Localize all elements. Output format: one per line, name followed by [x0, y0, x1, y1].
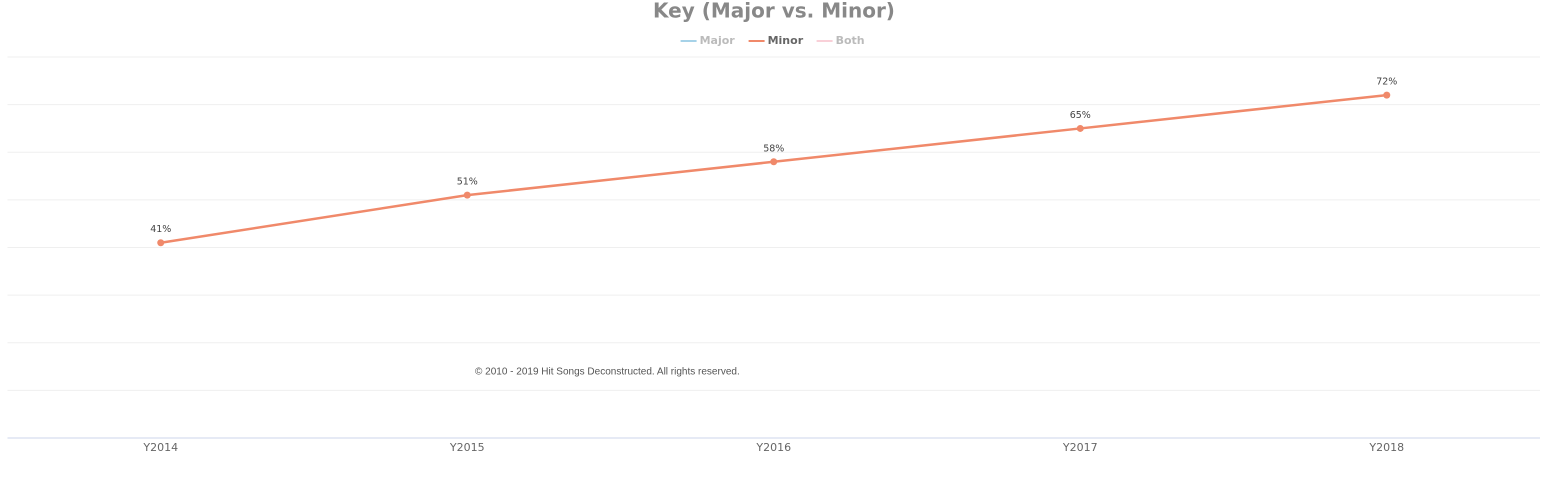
data-label: 65% [1070, 110, 1091, 121]
legend-label[interactable]: Major [700, 34, 736, 47]
point [157, 239, 165, 247]
data-label: 51% [457, 177, 478, 188]
x-tick-label: Y2016 [755, 441, 791, 454]
legend-label[interactable]: Both [836, 34, 865, 47]
point [463, 191, 471, 199]
series-line [160, 93, 1387, 244]
point [1383, 91, 1391, 99]
point [770, 158, 778, 166]
data-label: 72% [1376, 77, 1397, 88]
copyright: © 2010 - 2019 Hit Songs Deconstructed. A… [475, 367, 740, 378]
point [1076, 124, 1084, 132]
x-tick-label: Y2017 [1062, 441, 1098, 454]
x-tick-label: Y2018 [1368, 441, 1404, 454]
data-label: 58% [763, 143, 784, 154]
x-tick-label: Y2015 [449, 441, 485, 454]
x-tick-label: Y2014 [142, 441, 178, 454]
chart-title: Key (Major vs. Minor) [653, 0, 895, 23]
data-label: 41% [150, 224, 171, 235]
legend-label[interactable]: Minor [768, 34, 804, 47]
